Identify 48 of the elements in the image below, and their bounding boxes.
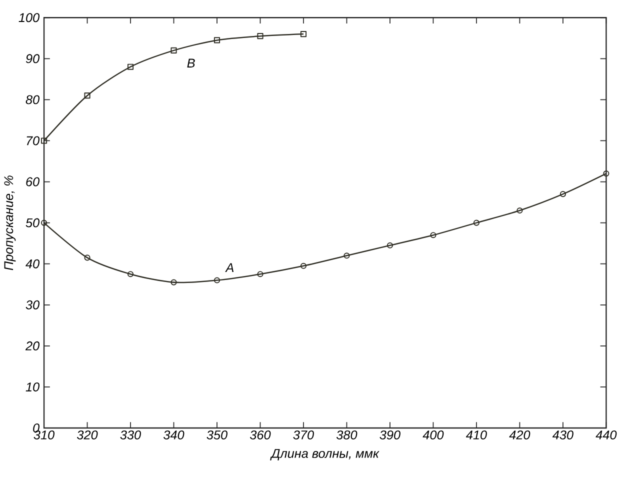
point bbox=[214, 277, 220, 284]
x-tick-label: 350 bbox=[206, 430, 228, 440]
series-label: A bbox=[225, 263, 234, 272]
point bbox=[40, 138, 48, 144]
y-tick-label: 50 bbox=[26, 218, 40, 228]
x-tick-label: 420 bbox=[509, 430, 530, 440]
x-tick-label: 370 bbox=[293, 430, 314, 440]
y-tick-label: 90 bbox=[26, 54, 40, 64]
x-tick-label: 320 bbox=[76, 430, 98, 440]
point bbox=[473, 220, 480, 226]
x-tick-label: 360 bbox=[250, 430, 271, 440]
point bbox=[257, 271, 264, 278]
point bbox=[560, 191, 566, 198]
y-tick-label: 60 bbox=[26, 177, 40, 186]
x-tick-label: 310 bbox=[34, 430, 54, 440]
y-tick-label: 70 bbox=[26, 136, 40, 146]
point bbox=[127, 64, 134, 70]
point bbox=[127, 271, 134, 278]
y-tick-label: 40 bbox=[26, 259, 40, 268]
x-axis-title: Длина волны, ммк bbox=[270, 449, 380, 460]
point bbox=[300, 262, 307, 269]
y-tick-label: 20 bbox=[25, 341, 40, 350]
point bbox=[386, 242, 394, 248]
y-tick-label: 100 bbox=[18, 13, 40, 22]
x-tick-label: 330 bbox=[120, 430, 141, 440]
point bbox=[84, 254, 90, 261]
point bbox=[84, 92, 90, 99]
x-tick-label: 400 bbox=[422, 430, 444, 440]
point bbox=[170, 47, 177, 54]
x-tick-label: 380 bbox=[336, 430, 358, 440]
x-tick-label: 340 bbox=[163, 430, 184, 440]
y-axis-title: Пропускание, % bbox=[4, 176, 16, 270]
point bbox=[516, 207, 523, 214]
x-tick-label: 390 bbox=[380, 430, 400, 440]
point bbox=[344, 252, 350, 259]
x-tick-label: 430 bbox=[552, 430, 574, 440]
y-tick-label: 10 bbox=[26, 382, 40, 392]
y-tick-label: 30 bbox=[26, 300, 40, 310]
point bbox=[257, 33, 264, 40]
x-tick-label: 410 bbox=[466, 430, 487, 440]
x-tick-label: 440 bbox=[596, 430, 617, 440]
point bbox=[300, 31, 307, 38]
point bbox=[170, 279, 177, 286]
y-tick-label: 80 bbox=[26, 95, 40, 104]
point bbox=[430, 232, 436, 238]
point bbox=[214, 37, 220, 44]
y-tick-label: 0 bbox=[33, 424, 40, 433]
series-label: B bbox=[187, 58, 195, 68]
